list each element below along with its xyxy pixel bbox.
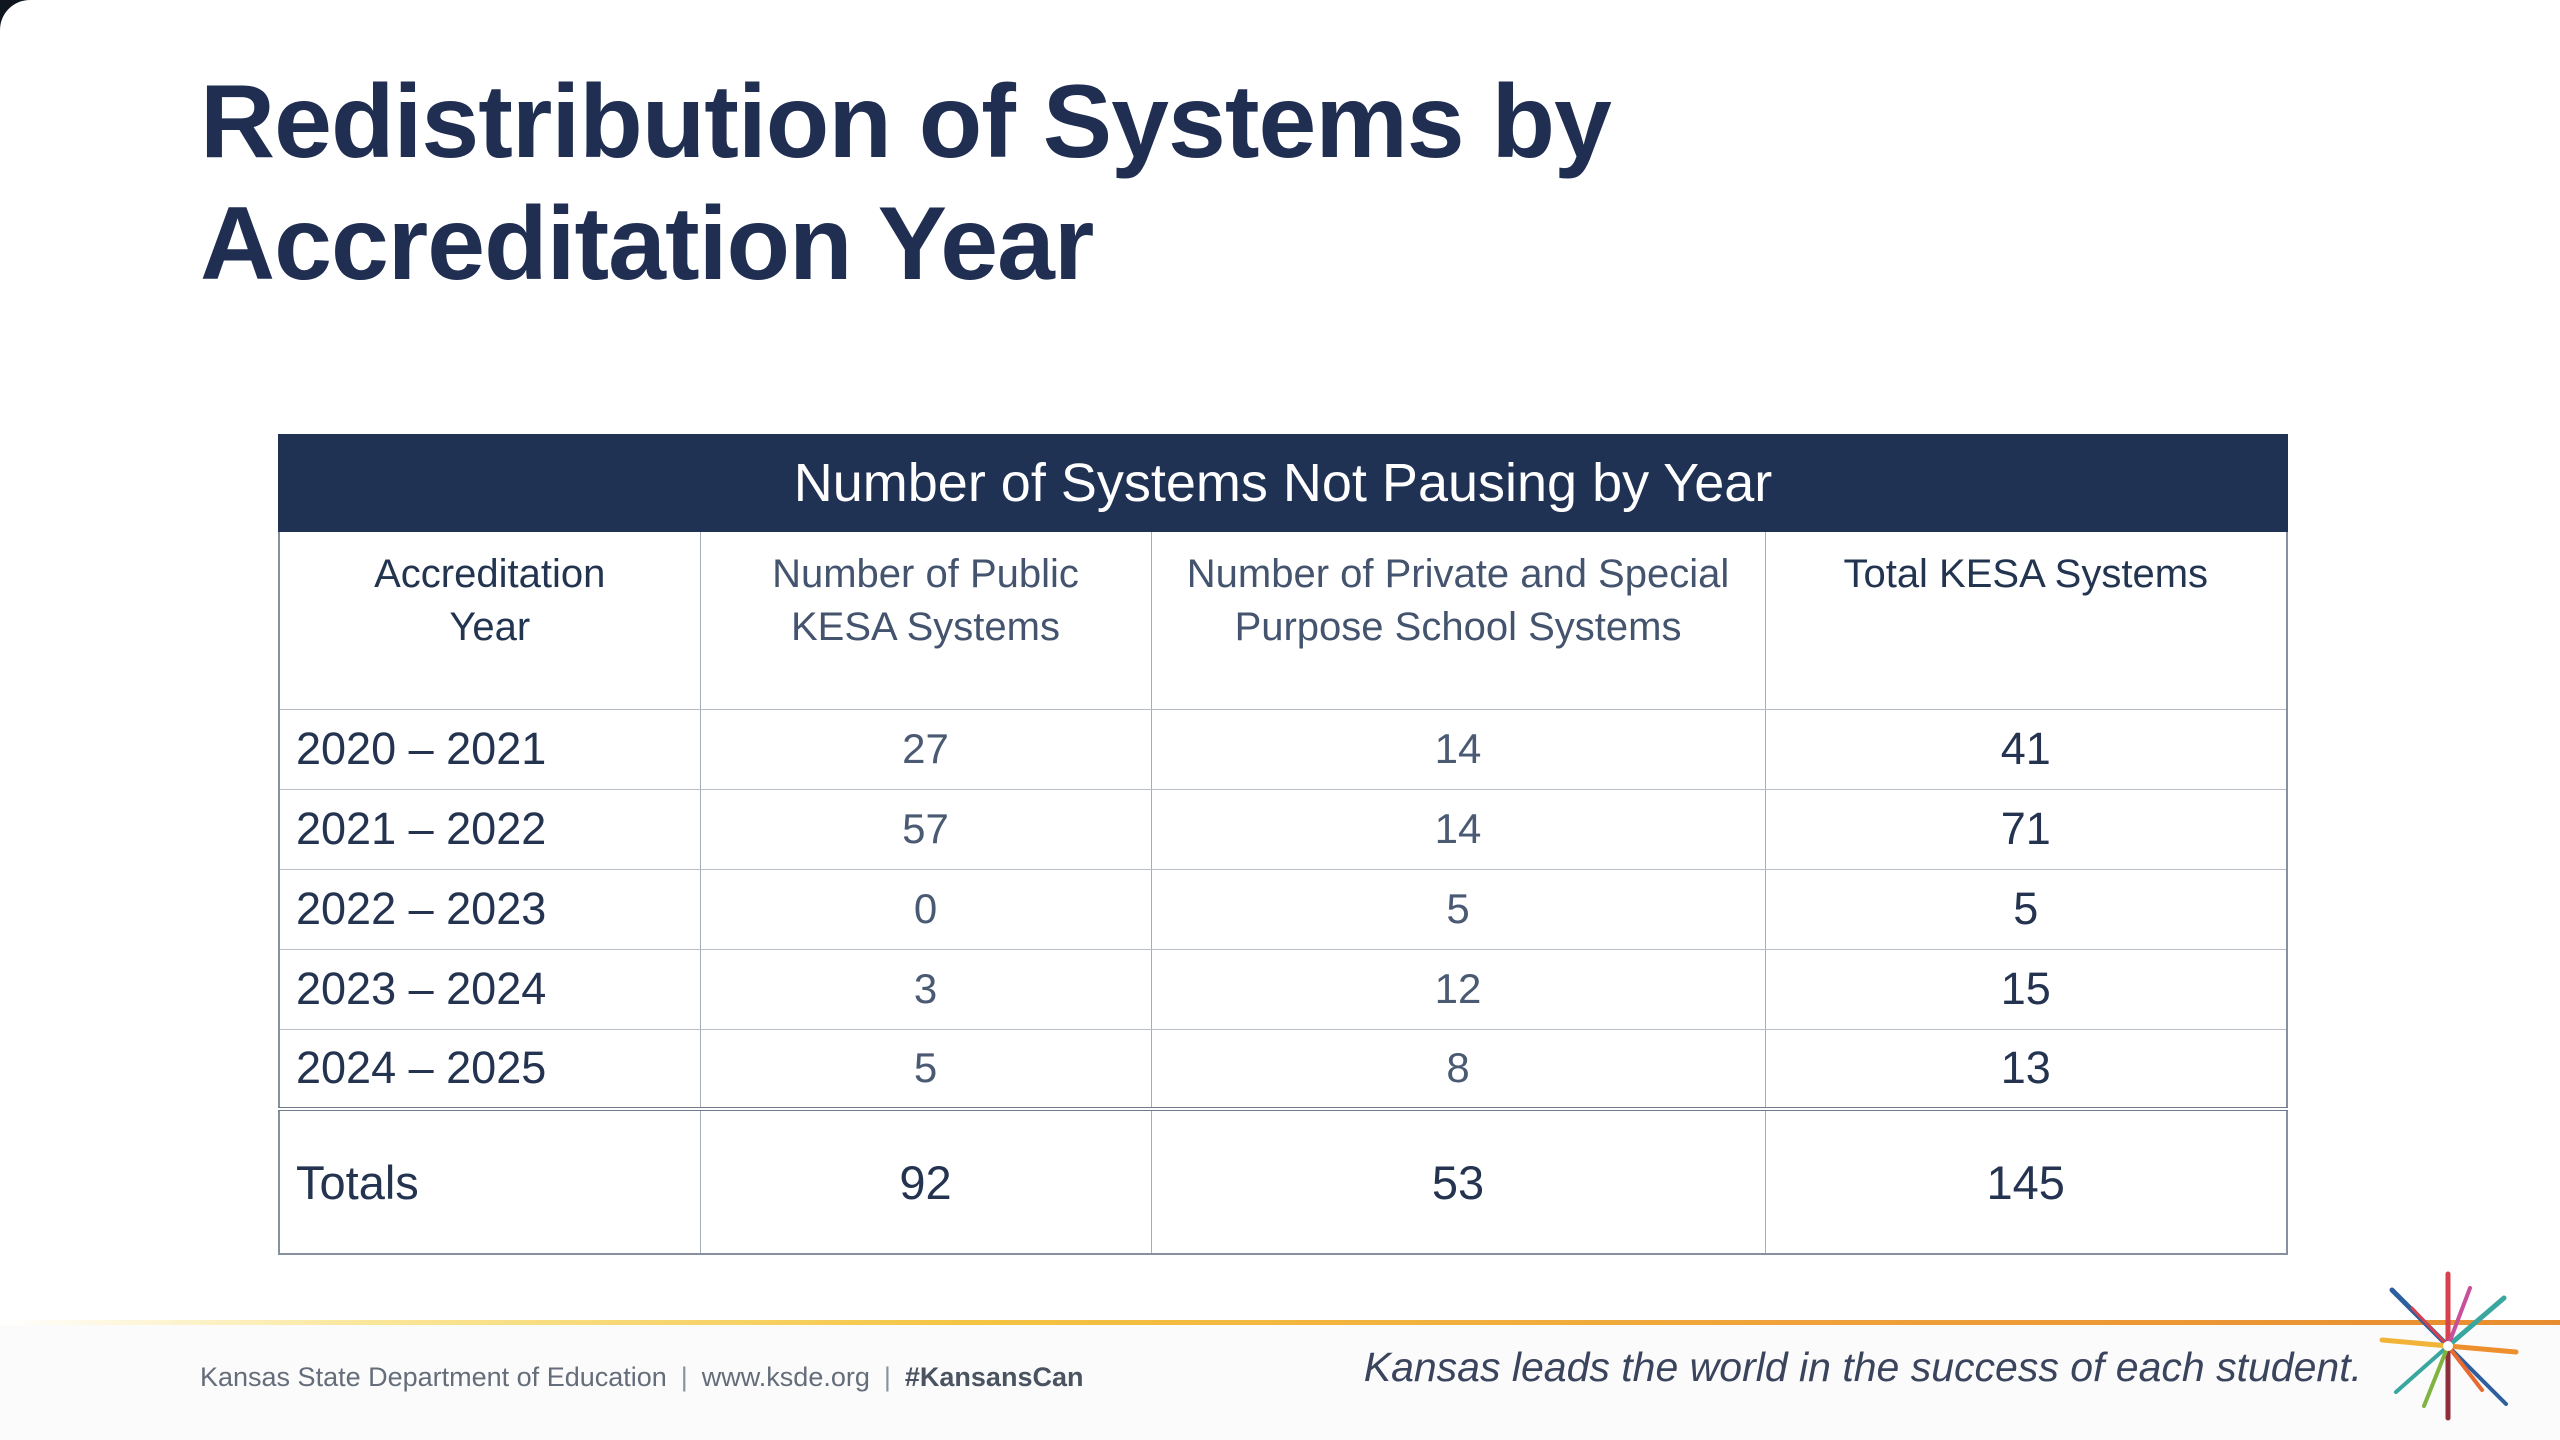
public-count-cell: 3	[699, 949, 1152, 1030]
total-count-cell: 71	[1764, 789, 2288, 870]
year-cell: 2020 – 2021	[278, 709, 701, 790]
table-banner-row: Number of Systems Not Pausing by Year	[278, 434, 2288, 532]
column-header-private-special: Number of Private and Special Purpose Sc…	[1150, 531, 1766, 710]
total-count-cell: 13	[1764, 1029, 2288, 1110]
footer-gradient-divider	[0, 1320, 2560, 1325]
page-title: Redistribution of Systems by Accreditati…	[200, 62, 1960, 305]
slide-rounded-corner	[0, 0, 120, 90]
public-count-cell: 5	[699, 1029, 1152, 1110]
column-header-total-kesa: Total KESA Systems	[1764, 531, 2288, 710]
column-header-public-kesa: Number of Public KESA Systems	[699, 531, 1152, 710]
page-title-line-2: Accreditation Year	[200, 185, 1094, 302]
year-cell: 2024 – 2025	[278, 1029, 701, 1110]
footer-hashtag: #KansansCan	[904, 1362, 1084, 1392]
table-title: Number of Systems Not Pausing by Year	[278, 434, 2288, 532]
footer-separator: |	[883, 1362, 891, 1392]
year-cell: 2022 – 2023	[278, 869, 701, 950]
totals-label: Totals	[278, 1107, 701, 1254]
footer-tagline: Kansas leads the world in the success of…	[1363, 1344, 2362, 1390]
private-count-cell: 14	[1150, 709, 1766, 790]
private-count-cell: 12	[1150, 949, 1766, 1030]
total-count-cell: 5	[1764, 869, 2288, 950]
table-row: 2022 – 2023 0 5 5	[278, 869, 2288, 950]
totals-total-cell: 145	[1764, 1107, 2288, 1254]
table-row: 2024 – 2025 5 8 13	[278, 1029, 2288, 1110]
private-count-cell: 5	[1150, 869, 1766, 950]
public-count-cell: 27	[699, 709, 1152, 790]
public-count-cell: 0	[699, 869, 1152, 950]
systems-not-pausing-table: Number of Systems Not Pausing by Year Ac…	[278, 434, 2288, 1255]
public-count-cell: 57	[699, 789, 1152, 870]
year-cell: 2023 – 2024	[278, 949, 701, 1030]
year-cell: 2021 – 2022	[278, 789, 701, 870]
column-header-accreditation-year: Accreditation Year	[278, 531, 701, 710]
totals-private-cell: 53	[1150, 1107, 1766, 1254]
total-count-cell: 15	[1764, 949, 2288, 1030]
systems-table-container: Number of Systems Not Pausing by Year Ac…	[278, 434, 2288, 1255]
table-row: 2023 – 2024 3 12 15	[278, 949, 2288, 1030]
table-row: 2021 – 2022 57 14 71	[278, 789, 2288, 870]
table-header-row: Accreditation Year Number of Public KESA…	[278, 531, 2288, 710]
private-count-cell: 8	[1150, 1029, 1766, 1110]
footer	[0, 1325, 2560, 1440]
footer-website-link[interactable]: www.ksde.org	[701, 1362, 870, 1392]
private-count-cell: 14	[1150, 789, 1766, 870]
totals-row: Totals 92 53 145	[278, 1107, 2288, 1254]
totals-public-cell: 92	[699, 1107, 1152, 1254]
total-count-cell: 41	[1764, 709, 2288, 790]
footer-separator: |	[680, 1362, 688, 1392]
page-title-line-1: Redistribution of Systems by	[200, 64, 1612, 180]
footer-org-name: Kansas State Department of Education	[200, 1362, 667, 1392]
table-row: 2020 – 2021 27 14 41	[278, 709, 2288, 790]
kansans-can-star-logo	[2379, 1271, 2519, 1421]
footer-org-line: Kansas State Department of Education | www…	[200, 1362, 1083, 1393]
